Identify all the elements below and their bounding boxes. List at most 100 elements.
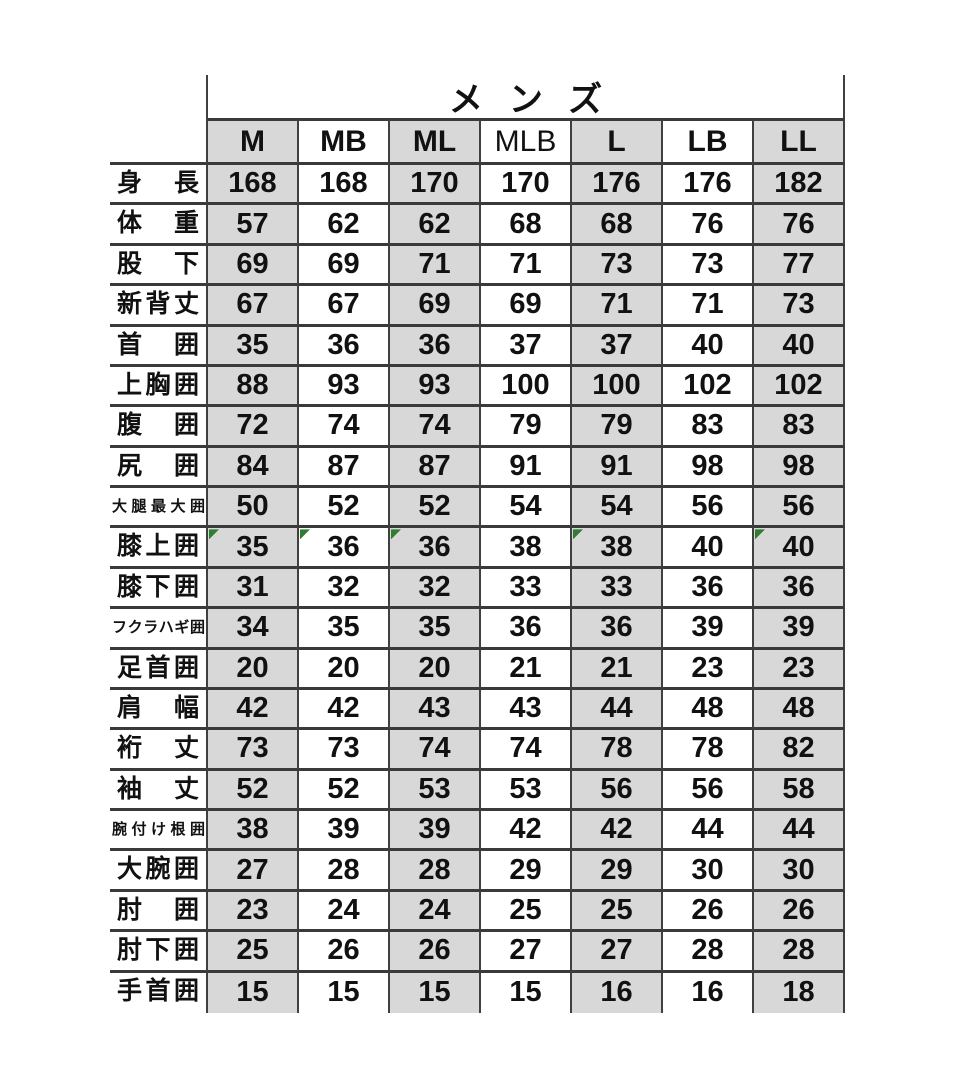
column-header-m: M	[208, 118, 299, 165]
value-cell: 102	[663, 366, 754, 408]
row-label: 肘下囲	[110, 932, 208, 973]
value-cell: 26	[390, 932, 481, 973]
value-cell: 20	[390, 649, 481, 690]
value-cell: 176	[663, 165, 754, 206]
value-cell: 56	[572, 770, 663, 811]
row-label: 肘囲	[110, 891, 208, 933]
value-cell: 50	[208, 488, 299, 529]
value-cell: 29	[481, 851, 572, 892]
row-label: 足首囲	[110, 649, 208, 690]
value-cell: 15	[299, 972, 390, 1013]
value-cell: 79	[481, 407, 572, 448]
value-cell: 102	[754, 366, 845, 408]
table-title: メンズ	[208, 75, 845, 119]
value-cell: 30	[754, 851, 845, 892]
value-cell: 73	[663, 245, 754, 287]
row-label: 大腕囲	[110, 851, 208, 892]
value-cell: 56	[663, 488, 754, 529]
value-cell: 25	[481, 891, 572, 933]
value-cell: 38	[481, 528, 572, 569]
value-cell: 35	[299, 609, 390, 650]
column-header-ll: LL	[754, 118, 845, 165]
value-cell: 32	[390, 568, 481, 610]
value-cell: 29	[572, 851, 663, 892]
value-cell: 28	[299, 851, 390, 892]
value-cell: 36	[390, 326, 481, 367]
value-cell: 27	[572, 932, 663, 973]
value-cell: 20	[208, 649, 299, 690]
value-cell: 73	[208, 730, 299, 771]
value-cell: 176	[572, 165, 663, 206]
value-cell: 32	[299, 568, 390, 610]
value-cell: 38	[208, 811, 299, 852]
row-label: 袖丈	[110, 770, 208, 811]
value-cell: 43	[390, 689, 481, 731]
value-cell: 69	[299, 245, 390, 287]
column-header-ml: ML	[390, 118, 481, 165]
row-label: 膝上囲	[110, 528, 208, 569]
value-cell: 40	[663, 326, 754, 367]
value-cell: 91	[481, 447, 572, 488]
value-cell: 21	[481, 649, 572, 690]
value-cell: 98	[754, 447, 845, 488]
value-cell: 74	[481, 730, 572, 771]
value-cell: 31	[208, 568, 299, 610]
column-header-lb: LB	[663, 118, 754, 165]
value-cell: 23	[754, 649, 845, 690]
value-cell: 71	[390, 245, 481, 287]
value-cell: 56	[663, 770, 754, 811]
value-cell: 36	[754, 568, 845, 610]
value-cell: 42	[208, 689, 299, 731]
value-cell: 79	[572, 407, 663, 448]
header-row-corner-blank	[110, 118, 208, 165]
value-cell: 35	[208, 528, 299, 569]
value-cell: 25	[208, 932, 299, 973]
value-cell: 33	[572, 568, 663, 610]
value-cell: 39	[390, 811, 481, 852]
row-label: 腹囲	[110, 407, 208, 448]
value-cell: 37	[572, 326, 663, 367]
value-cell: 36	[663, 568, 754, 610]
green-triangle-icon	[209, 529, 219, 540]
value-cell: 68	[572, 205, 663, 246]
value-cell: 16	[572, 972, 663, 1013]
value-cell: 52	[299, 488, 390, 529]
value-cell: 40	[663, 528, 754, 569]
green-triangle-icon	[391, 529, 401, 540]
value-cell: 42	[299, 689, 390, 731]
value-cell: 40	[754, 326, 845, 367]
value-cell: 20	[299, 649, 390, 690]
row-label: 裄丈	[110, 730, 208, 771]
value-cell: 74	[390, 730, 481, 771]
value-cell: 30	[663, 851, 754, 892]
value-cell: 44	[663, 811, 754, 852]
value-cell: 44	[572, 689, 663, 731]
value-cell: 82	[754, 730, 845, 771]
value-cell: 18	[754, 972, 845, 1013]
value-cell: 39	[663, 609, 754, 650]
value-cell: 48	[754, 689, 845, 731]
value-cell: 15	[390, 972, 481, 1013]
value-cell: 24	[299, 891, 390, 933]
value-cell: 21	[572, 649, 663, 690]
value-cell: 77	[754, 245, 845, 287]
value-cell: 35	[390, 609, 481, 650]
row-label: 股下	[110, 245, 208, 287]
value-cell: 36	[299, 326, 390, 367]
value-cell: 73	[572, 245, 663, 287]
value-cell: 24	[390, 891, 481, 933]
value-cell: 69	[390, 286, 481, 327]
value-cell: 74	[390, 407, 481, 448]
value-cell: 76	[754, 205, 845, 246]
row-label: 上胸囲	[110, 366, 208, 408]
value-cell: 68	[481, 205, 572, 246]
value-cell: 40	[754, 528, 845, 569]
value-cell: 83	[663, 407, 754, 448]
value-cell: 33	[481, 568, 572, 610]
value-cell: 93	[390, 366, 481, 408]
value-cell: 52	[208, 770, 299, 811]
value-cell: 54	[481, 488, 572, 529]
value-cell: 69	[481, 286, 572, 327]
value-cell: 39	[299, 811, 390, 852]
row-label: 腕付け根囲	[110, 811, 208, 852]
